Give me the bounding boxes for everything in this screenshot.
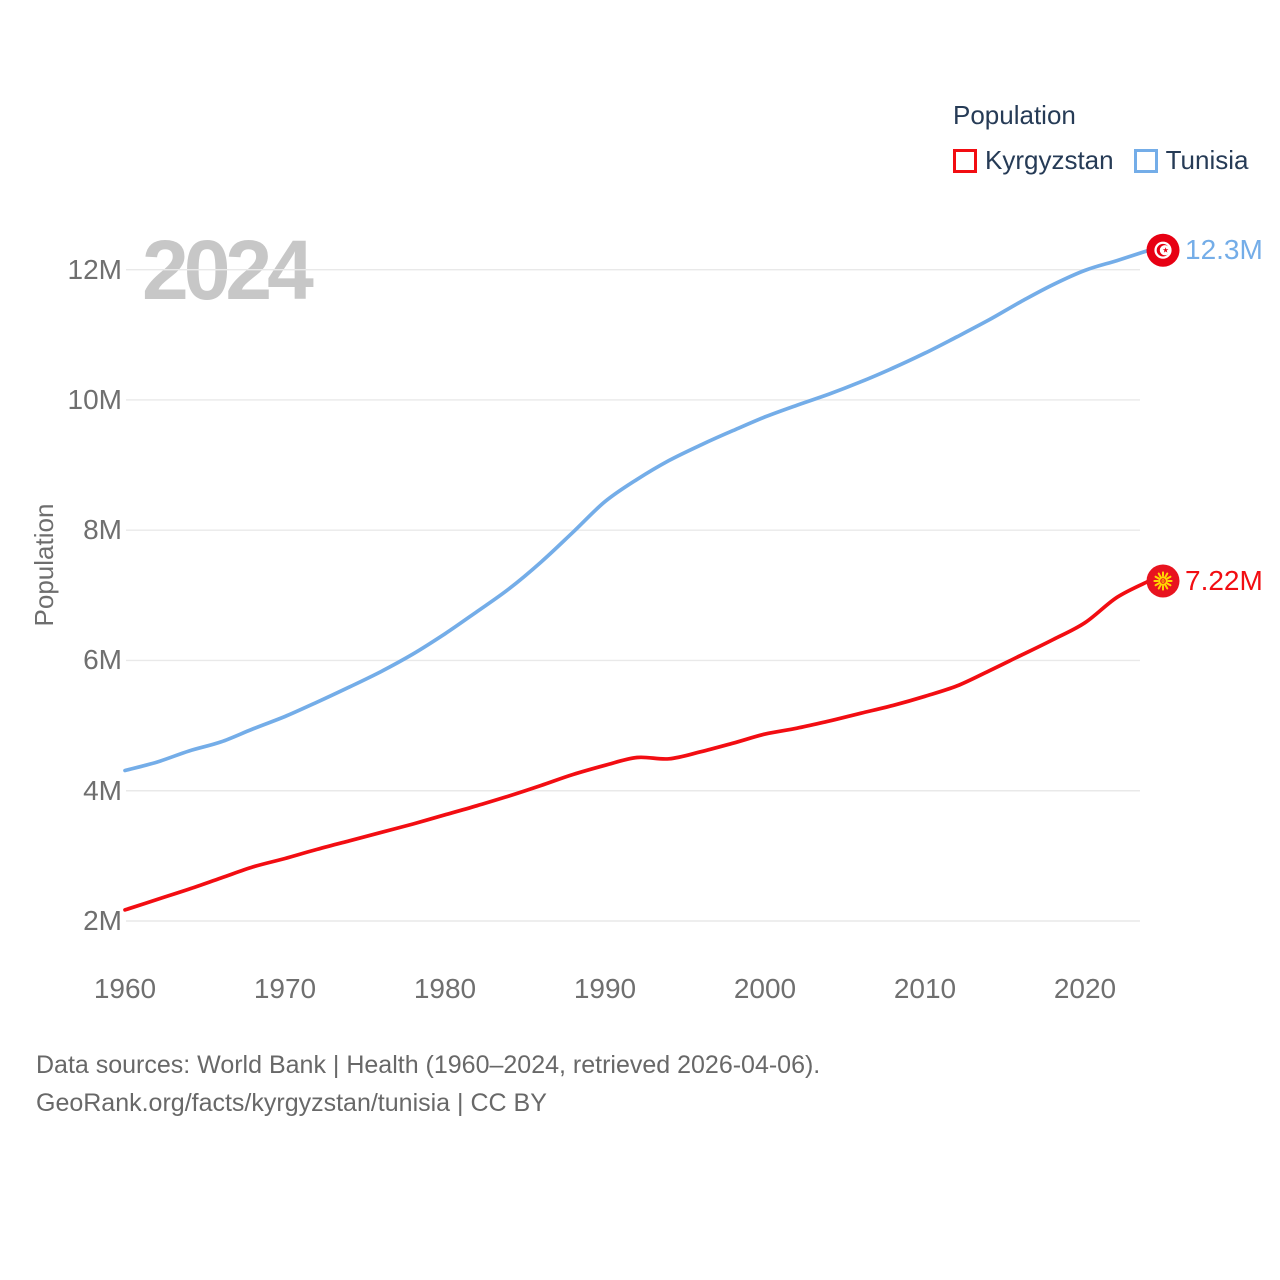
x-tick-label: 2000	[733, 973, 797, 1004]
kyrgyzstan-color-swatch	[953, 148, 977, 173]
legend-title: Population	[953, 100, 1076, 130]
kyrgyzstan-line	[123, 579, 1151, 912]
x-tick-label: 1990	[573, 973, 637, 1004]
source-line-2: GeoRank.org/facts/kyrgyzstan/tunisia | C…	[36, 1089, 547, 1117]
legend-item-label: Tunisia	[1165, 145, 1249, 175]
legend-item-kyrgyzstan[interactable]: Kyrgyzstan	[953, 145, 1114, 176]
source-line-1: Data sources: World Bank | Health (1960–…	[36, 1051, 821, 1079]
y-axis-title: Population	[29, 503, 59, 627]
y-tick-label: 10M	[67, 383, 122, 415]
tunisia-color-swatch	[1133, 148, 1158, 173]
y-tick-label: 4M	[83, 774, 122, 806]
y-tick-label: 12M	[67, 253, 122, 285]
gridlines	[126, 269, 1140, 922]
legend-items: Kyrgyzstan Tunisia	[953, 145, 1248, 176]
legend-item-tunisia[interactable]: Tunisia	[1133, 145, 1249, 176]
y-tick-label: 6M	[83, 644, 122, 676]
y-tick-label: 8M	[83, 514, 122, 546]
legend-item-label: Kyrgyzstan	[985, 145, 1114, 175]
source-attribution: Data sources: World Bank | Health (1960–…	[36, 1046, 820, 1122]
tunisia-flag-icon	[1146, 233, 1180, 267]
legend: Population Kyrgyzstan Tunisia	[953, 100, 1248, 176]
y-tick-label: 2M	[83, 905, 122, 936]
x-tick-label: 1970	[253, 973, 317, 1004]
x-tick-label: 1960	[93, 973, 157, 1004]
kyrgyzstan-end-value-label: 7.22M	[1185, 565, 1263, 597]
x-tick-label: 2020	[1053, 973, 1117, 1004]
series-lines	[123, 248, 1151, 912]
kyrgyzstan-flag-icon	[1146, 564, 1180, 598]
tunisia-line	[123, 248, 1151, 773]
x-tick-label: 2010	[893, 973, 957, 1004]
x-tick-label: 1980	[413, 973, 477, 1004]
tunisia-end-value-label: 12.3M	[1185, 234, 1263, 266]
